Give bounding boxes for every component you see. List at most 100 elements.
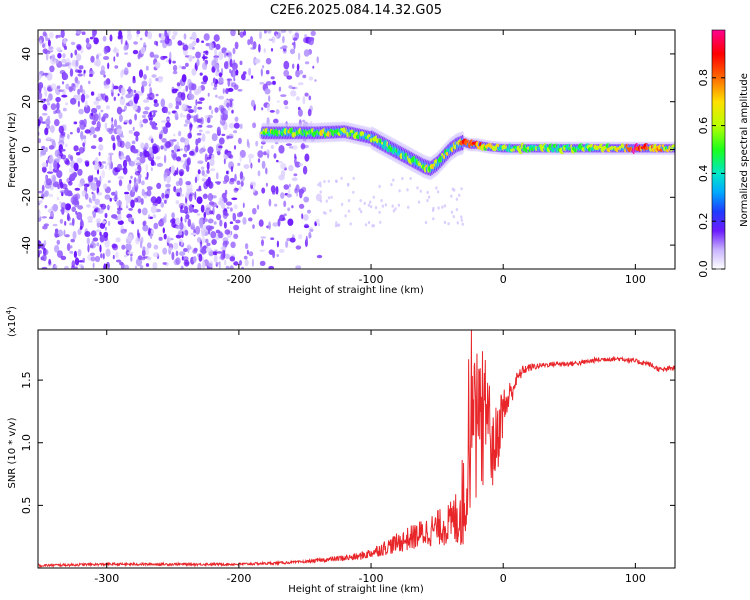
noise-blob: [378, 184, 381, 188]
noise-blob: [216, 213, 222, 221]
noise-blob: [99, 244, 102, 253]
noise-blob: [172, 64, 178, 72]
noise-blob: [89, 198, 93, 204]
noise-blob: [59, 70, 66, 75]
noise-blob: [41, 112, 48, 116]
y-tick-label: 1.0: [20, 434, 33, 452]
noise-blob: [153, 54, 160, 59]
noise-blob: [455, 208, 459, 212]
noise-blob: [204, 194, 207, 198]
noise-blob: [234, 188, 239, 191]
noise-blob: [103, 84, 110, 89]
noise-blob: [113, 85, 119, 90]
noise-blob: [256, 204, 260, 210]
noise-blob: [195, 138, 199, 146]
noise-blob: [98, 136, 103, 143]
noise-blob: [247, 39, 251, 46]
noise-blob: [211, 239, 217, 245]
noise-blob: [293, 173, 298, 177]
noise-blob: [56, 239, 61, 245]
noise-blob: [204, 153, 208, 163]
noise-blob: [116, 128, 123, 135]
spectrogram-x-axis-label: Height of straight line (km): [288, 285, 424, 296]
noise-blob: [292, 37, 298, 41]
noise-blob: [225, 265, 230, 269]
noise-blob: [201, 246, 206, 255]
noise-blob: [452, 215, 455, 219]
noise-blob: [392, 209, 396, 213]
noise-blob: [171, 217, 176, 223]
noise-blob: [239, 60, 243, 66]
noise-blob: [101, 169, 105, 179]
noise-blob: [147, 31, 153, 40]
noise-blob: [163, 154, 167, 164]
noise-blob: [133, 93, 140, 101]
noise-blob: [84, 193, 89, 200]
noise-blob: [61, 183, 68, 190]
noise-blob: [260, 145, 264, 149]
noise-blob: [268, 95, 271, 102]
noise-blob: [207, 227, 211, 235]
noise-blob: [225, 201, 233, 206]
noise-blob: [291, 177, 298, 182]
noise-blob: [70, 52, 73, 58]
noise-blob: [278, 86, 282, 92]
noise-blob: [297, 52, 301, 61]
noise-blob: [64, 45, 67, 51]
noise-blob: [259, 81, 265, 85]
noise-blob: [199, 148, 204, 154]
noise-blob: [323, 179, 326, 184]
noise-blob: [283, 100, 289, 106]
noise-blob: [214, 48, 218, 57]
noise-blob: [181, 74, 187, 83]
noise-blob: [215, 94, 218, 98]
noise-blob: [104, 164, 107, 170]
noise-blob: [202, 256, 204, 262]
noise-blob: [149, 111, 152, 118]
noise-blob: [77, 249, 82, 257]
noise-blob: [203, 33, 210, 41]
noise-blob: [69, 250, 74, 254]
noise-blob: [297, 109, 303, 117]
noise-blob: [224, 52, 226, 58]
noise-blob: [273, 118, 279, 124]
noise-blob: [237, 162, 241, 166]
noise-blob: [54, 149, 60, 158]
noise-blob: [181, 103, 187, 112]
noise-blob: [194, 176, 198, 184]
x-tick-label: -200: [226, 572, 251, 585]
noise-blob: [148, 83, 151, 87]
noise-blob: [228, 133, 234, 139]
noise-blob: [214, 63, 220, 69]
noise-blob: [248, 251, 254, 257]
noise-blob: [151, 145, 159, 154]
noise-blob: [138, 69, 144, 78]
noise-blob: [191, 222, 195, 228]
noise-blob: [171, 88, 178, 94]
noise-blob: [246, 249, 249, 255]
noise-blob: [302, 96, 306, 105]
noise-blob: [227, 87, 234, 92]
noise-blob: [127, 194, 132, 204]
noise-blob: [109, 197, 112, 202]
noise-blob: [173, 242, 179, 250]
noise-blob: [156, 162, 163, 167]
noise-blob: [302, 214, 309, 221]
noise-blob: [223, 221, 227, 229]
noise-blob: [141, 180, 145, 186]
noise-blob: [290, 90, 297, 97]
noise-blob: [136, 178, 140, 184]
noise-blob: [231, 82, 237, 88]
noise-blob: [302, 119, 306, 123]
noise-blob: [56, 197, 60, 201]
noise-blob: [369, 205, 373, 209]
noise-blob: [340, 176, 343, 180]
noise-blob: [207, 193, 214, 202]
noise-blob: [335, 221, 338, 225]
noise-blob: [128, 119, 133, 125]
noise-blob: [327, 196, 331, 200]
noise-blob: [117, 220, 124, 226]
noise-blob: [54, 228, 59, 234]
noise-blob: [133, 182, 138, 186]
noise-blob: [107, 62, 110, 70]
